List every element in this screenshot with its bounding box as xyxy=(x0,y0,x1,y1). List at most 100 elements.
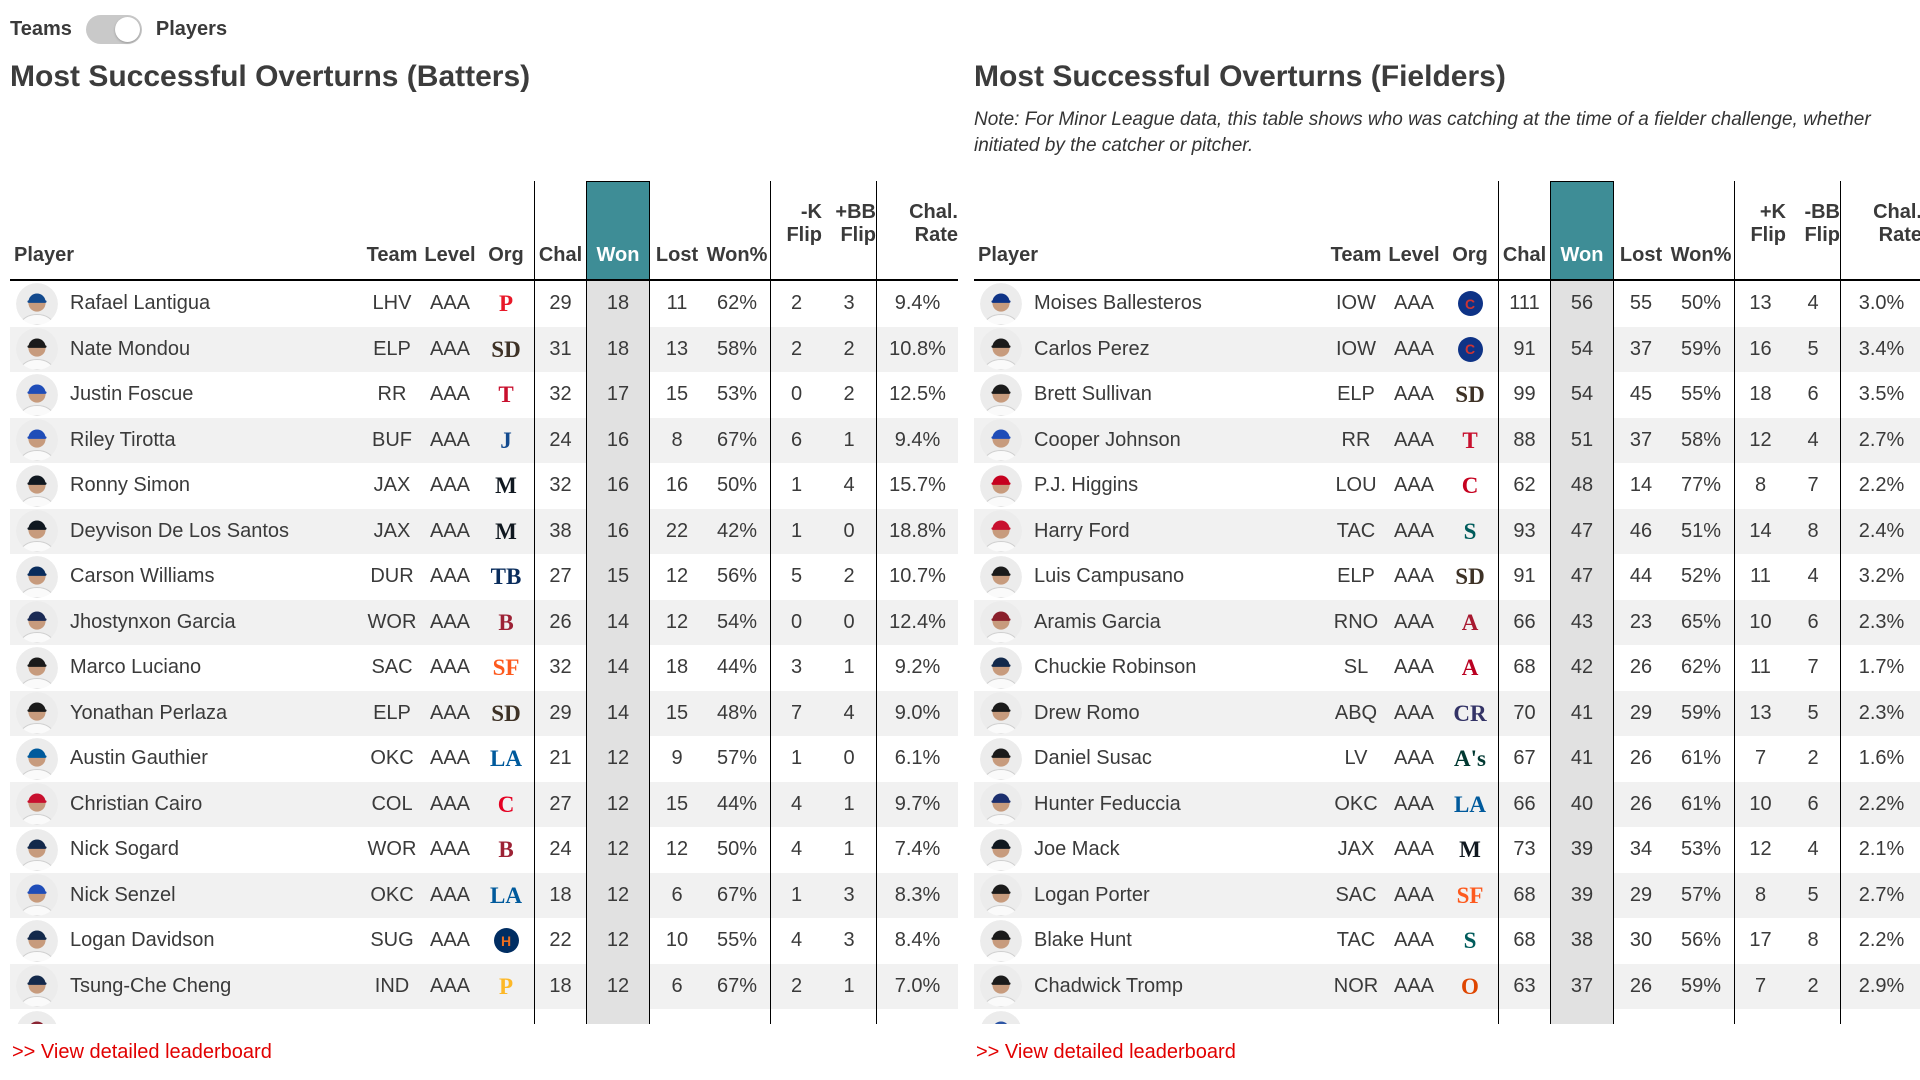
org-logo: S xyxy=(1442,918,1498,964)
col-header-lost[interactable]: Lost xyxy=(1619,244,1663,266)
col-header-lost[interactable]: Lost xyxy=(655,244,699,266)
chal-cell: 24 xyxy=(534,417,586,463)
chal-cell: 18 xyxy=(534,872,586,918)
won-cell: 51 xyxy=(1550,417,1614,463)
org-logo: P xyxy=(478,281,534,327)
org-logo-mark: LA xyxy=(1454,791,1486,817)
wonpct-cell: 61% xyxy=(1680,747,1722,770)
flip2-cell xyxy=(822,1009,876,1024)
flip1-cell: 12 xyxy=(1734,827,1786,873)
rate-cell: 9.0% xyxy=(876,690,958,736)
rate-cell: 3.5% xyxy=(1840,372,1920,418)
team-cell: WOR xyxy=(367,610,417,633)
flip1-cell: 17 xyxy=(1734,918,1786,964)
col-header-chal-rate[interactable]: Chal. Rate xyxy=(876,181,958,279)
org-logo-mark: C xyxy=(497,791,515,817)
won-cell xyxy=(1550,1009,1614,1024)
level-cell: AAA xyxy=(429,428,471,451)
player-avatar xyxy=(16,555,58,598)
chal-cell xyxy=(534,1009,586,1024)
lost-cell: 45 xyxy=(1629,383,1653,406)
player-cell: Logan Davidson xyxy=(10,918,362,964)
teams-players-toggle[interactable] xyxy=(85,14,142,44)
col-header-bbflip[interactable]: +BB Flip xyxy=(835,201,876,246)
col-header-player[interactable]: Player xyxy=(14,244,75,266)
table-row: P.J. Higgins LOU AAA C 62 48 14 77% 8 7 … xyxy=(974,463,1920,509)
won-cell: 43 xyxy=(1550,599,1614,645)
col-header-level[interactable]: Level xyxy=(1388,244,1440,266)
org-logo: S xyxy=(1442,509,1498,555)
flip1-cell: 1 xyxy=(770,508,822,554)
col-header-kflip[interactable]: -K Flip xyxy=(770,181,822,279)
org-logo-mark: TB xyxy=(490,564,522,590)
col-header-org[interactable]: Org xyxy=(1452,244,1488,266)
col-header-wonpct[interactable]: Won% xyxy=(706,244,768,266)
team-cell: ELP xyxy=(373,337,411,360)
flip2-cell: 4 xyxy=(1807,838,1819,861)
player-name: Cooper Johnson xyxy=(1034,428,1181,451)
wonpct-cell xyxy=(1668,1009,1734,1024)
wonpct-cell: 56% xyxy=(1680,929,1722,952)
player-cell: Joe Mack xyxy=(974,827,1326,873)
table-row: Chuckie Robinson SL AAA A 68 42 26 62% 1… xyxy=(974,645,1920,691)
flip1-cell xyxy=(770,1009,822,1024)
col-header-player[interactable]: Player xyxy=(978,244,1039,266)
player-avatar xyxy=(16,783,58,826)
player-name: Austin Gauthier xyxy=(70,747,208,770)
col-header-level[interactable]: Level xyxy=(424,244,476,266)
wonpct-cell: 44% xyxy=(716,656,758,679)
col-header-chal[interactable]: Chal xyxy=(534,181,586,279)
col-header-won[interactable]: Won xyxy=(586,181,650,279)
level-cell: AAA xyxy=(429,656,471,679)
team-cell xyxy=(362,1009,422,1024)
player-avatar xyxy=(980,601,1022,644)
col-header-bbflip[interactable]: -BB Flip xyxy=(1804,201,1840,246)
level-cell: AAA xyxy=(1393,565,1435,588)
lost-cell: 46 xyxy=(1629,519,1653,542)
org-logo-mark: M xyxy=(1459,837,1481,863)
col-header-org[interactable]: Org xyxy=(488,244,524,266)
player-cell: Marco Luciano xyxy=(10,645,362,691)
lost-cell: 6 xyxy=(671,883,683,906)
fielders-view-leaderboard-link[interactable]: >> View detailed leaderboard xyxy=(976,1041,1236,1063)
table-row: Blake Hunt TAC AAA S 68 38 30 56% 17 8 2… xyxy=(974,918,1920,964)
level-cell: AAA xyxy=(429,747,471,770)
col-header-chal[interactable]: Chal xyxy=(1498,181,1550,279)
flip2-cell: 3 xyxy=(843,883,855,906)
batters-view-leaderboard-link[interactable]: >> View detailed leaderboard xyxy=(12,1041,272,1063)
chal-cell: 73 xyxy=(1498,827,1550,873)
player-cell: Brett Sullivan xyxy=(974,372,1326,418)
org-logo-mark: LA xyxy=(490,882,522,908)
table-row: Deyvison De Los Santos JAX AAA M 38 16 2… xyxy=(10,508,958,554)
chal-cell: 24 xyxy=(534,827,586,873)
org-logo xyxy=(1442,1009,1498,1024)
chal-cell: 32 xyxy=(534,645,586,691)
flip2-cell: 1 xyxy=(843,838,855,861)
player-cell: Riley Tirotta xyxy=(10,418,362,464)
player-cell: Blake Hunt xyxy=(974,918,1326,964)
toggle-players-label[interactable]: Players xyxy=(155,17,228,40)
lost-cell: 16 xyxy=(665,474,689,497)
org-logo: TB xyxy=(478,554,534,600)
col-header-chal-rate[interactable]: Chal. Rate xyxy=(1840,181,1920,279)
rate-cell: 9.4% xyxy=(876,417,958,463)
toggle-teams-label[interactable]: Teams xyxy=(10,17,72,40)
player-cell: Harry Ford xyxy=(974,509,1326,555)
flip1-cell: 4 xyxy=(770,781,822,827)
player-cell: Daniel Susac xyxy=(974,736,1326,782)
lost-cell: 30 xyxy=(1629,929,1653,952)
flip2-cell: 8 xyxy=(1807,929,1819,952)
chal-cell: 111 xyxy=(1498,281,1550,327)
org-logo-mark: M xyxy=(495,473,517,499)
won-cell: 14 xyxy=(586,645,650,691)
org-logo: T xyxy=(478,372,534,418)
col-header-kflip[interactable]: +K Flip xyxy=(1734,181,1786,279)
player-cell: P.J. Higgins xyxy=(974,463,1326,509)
col-header-wonpct[interactable]: Won% xyxy=(1670,244,1732,266)
col-header-team[interactable]: Team xyxy=(1330,244,1382,266)
batters-header-row: Player Team Level Org Chal Won Lost Won%… xyxy=(10,181,958,281)
player-avatar xyxy=(16,874,58,917)
col-header-team[interactable]: Team xyxy=(366,244,418,266)
flip1-cell: 5 xyxy=(770,554,822,600)
col-header-won[interactable]: Won xyxy=(1550,181,1614,279)
